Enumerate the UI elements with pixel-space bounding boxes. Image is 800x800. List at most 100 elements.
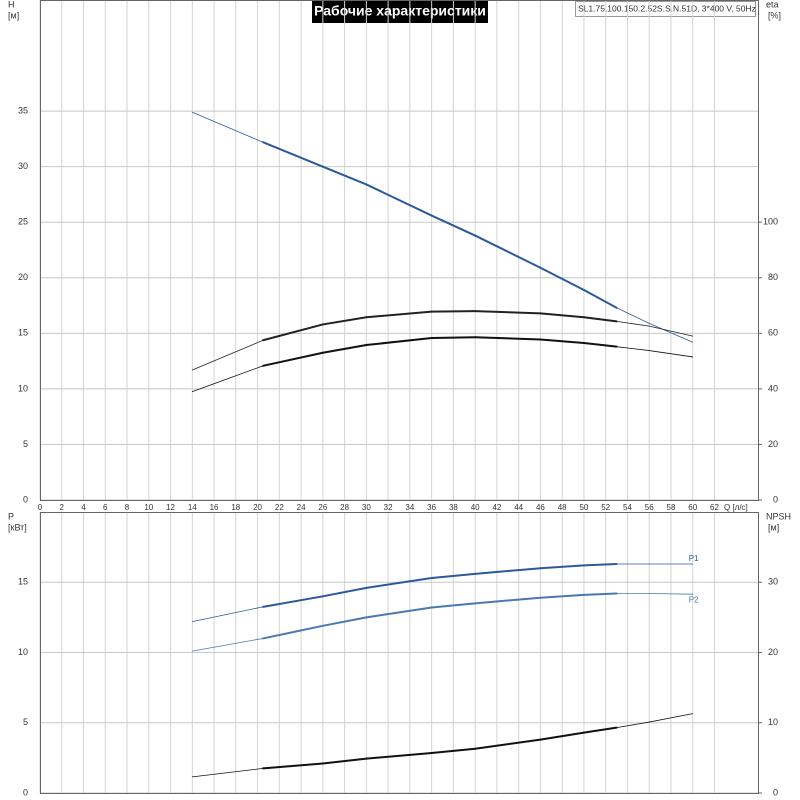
plot-frame <box>40 512 759 794</box>
plot-frame <box>40 0 759 501</box>
curve-segment <box>191 606 264 622</box>
x-tick-label: 30 <box>362 503 371 512</box>
curve-segment <box>365 310 433 319</box>
curve-segment <box>616 307 650 324</box>
x-tick-label: 28 <box>340 503 349 512</box>
curve-segment <box>648 325 694 337</box>
x-tick-label: 36 <box>427 503 436 512</box>
y2-tick-label: 20 <box>768 439 778 449</box>
x-tick-label: 34 <box>405 503 414 512</box>
curve-segment <box>321 586 368 598</box>
model-label: SL1.75.100.150.2.52S.S.N.51D, 3*400 V, 5… <box>578 3 756 13</box>
x-tick-label: 4 <box>81 503 86 512</box>
curve-segment <box>582 562 618 567</box>
curve-segment <box>191 339 264 371</box>
x-tick-label: 14 <box>188 503 197 512</box>
y2-tick-label: 20 <box>768 647 778 657</box>
curve-segment <box>191 365 264 393</box>
x-tick-label: 24 <box>297 503 306 512</box>
y2-tick-label: 100 <box>763 217 778 227</box>
y2-tick-label: 10 <box>768 717 778 727</box>
y-tick-label: 25 <box>18 217 28 227</box>
x-axis-label: Q [л/с] <box>724 503 748 512</box>
x-tick-label: 6 <box>103 503 108 512</box>
x-tick-label: 40 <box>471 503 480 512</box>
y-tick-label: 10 <box>18 383 28 393</box>
x-tick-label: 50 <box>579 503 588 512</box>
curve-segment <box>616 320 650 327</box>
curve-segment <box>262 624 324 640</box>
chart-title: Рабочие характеристики <box>314 3 486 19</box>
curve-segment <box>474 567 542 575</box>
y-tick-label: 0 <box>23 494 28 504</box>
y2-axis-unit: [%] <box>768 10 781 20</box>
curve-segment <box>262 762 324 770</box>
curve-segment <box>430 572 477 580</box>
x-tick-label: 26 <box>318 503 327 512</box>
curve-segment <box>616 346 650 351</box>
x-tick-label: 8 <box>125 503 130 512</box>
x-tick-label: 46 <box>536 503 545 512</box>
y-tick-label: 0 <box>23 787 28 797</box>
y-tick-label: 5 <box>23 717 28 727</box>
x-tick-label: 18 <box>231 503 240 512</box>
curve-segment <box>616 721 650 729</box>
curve-segment <box>262 141 324 168</box>
curve-segment <box>430 214 477 237</box>
y-tick-label: 30 <box>18 161 28 171</box>
y2-axis-label: eta <box>766 0 779 9</box>
curve-segment <box>191 638 264 652</box>
curve-segment <box>191 768 264 778</box>
x-tick-label: 62 <box>710 503 719 512</box>
y2-tick-label: 40 <box>768 383 778 393</box>
curve-segment <box>430 602 477 609</box>
x-tick-label: 0 <box>38 503 43 512</box>
x-tick-label: 56 <box>645 503 654 512</box>
curve-segment <box>582 342 618 348</box>
y-axis-unit: [кВт] <box>8 522 27 532</box>
curve-segment <box>191 111 264 143</box>
y2-tick-label: 30 <box>768 577 778 587</box>
x-tick-label: 16 <box>210 503 219 512</box>
curve-segment <box>365 183 433 217</box>
x-tick-label: 10 <box>144 503 153 512</box>
y-tick-label: 5 <box>23 439 28 449</box>
curve-segment <box>474 738 542 750</box>
x-tick-label: 60 <box>688 503 697 512</box>
curve-segment <box>430 310 477 313</box>
x-tick-label: 54 <box>623 503 632 512</box>
y-axis-unit: [м] <box>8 10 19 20</box>
curve-segment <box>321 616 368 627</box>
curve-segment <box>539 564 585 570</box>
y2-axis-unit: [м] <box>768 522 779 532</box>
y2-tick-label: 0 <box>773 494 778 504</box>
model-box <box>575 1 756 17</box>
y-tick-label: 35 <box>18 105 28 115</box>
x-tick-label: 58 <box>667 503 676 512</box>
y2-axis-label: NPSH <box>766 511 791 521</box>
curve-segment <box>321 344 368 354</box>
curve-segment <box>648 713 694 723</box>
x-tick-label: 20 <box>253 503 262 512</box>
curve-segment <box>582 726 618 734</box>
curve-segment <box>539 731 585 741</box>
x-tick-label: 22 <box>275 503 284 512</box>
curve-segment <box>262 351 324 367</box>
curve-segment <box>582 289 618 309</box>
y-tick-label: 20 <box>18 272 28 282</box>
curve-segment <box>262 595 324 608</box>
curve-segment <box>539 593 585 599</box>
curve-segment <box>321 757 368 765</box>
curve-segment <box>582 592 618 596</box>
curve-segment <box>365 751 433 760</box>
curve-segment <box>474 234 542 269</box>
x-tick-label: 38 <box>449 503 458 512</box>
curve-segment <box>430 747 477 754</box>
title-box <box>312 0 488 23</box>
x-tick-label: 32 <box>384 503 393 512</box>
curve-segment <box>321 165 368 186</box>
series-label: P2 <box>689 595 699 604</box>
y2-tick-label: 60 <box>768 328 778 338</box>
x-tick-label: 12 <box>166 503 175 512</box>
curve-segment <box>474 336 542 341</box>
